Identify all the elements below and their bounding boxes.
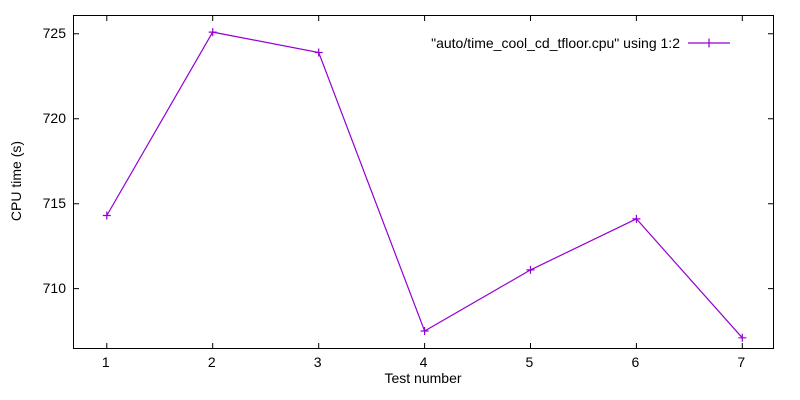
legend-label: "auto/time_cool_cd_tfloor.cpu" using 1:2 bbox=[431, 35, 680, 51]
data-point-plus-marker bbox=[102, 211, 111, 220]
y-tick-label: 725 bbox=[42, 24, 66, 41]
data-point-plus-marker bbox=[420, 327, 429, 335]
x-axis-label: Test number bbox=[384, 370, 462, 386]
legend-line-sample-icon bbox=[688, 38, 730, 48]
data-point-plus-marker bbox=[208, 28, 217, 37]
x-tick-label: 6 bbox=[631, 354, 640, 370]
data-point-plus-marker bbox=[632, 214, 641, 223]
data-point-plus-marker bbox=[526, 265, 535, 274]
x-tick-label: 4 bbox=[419, 354, 428, 370]
x-tick-label: 3 bbox=[313, 354, 322, 370]
series-line bbox=[106, 31, 743, 339]
y-tick-label: 720 bbox=[42, 109, 66, 126]
line-series-plot bbox=[74, 16, 773, 348]
data-point-plus-marker bbox=[314, 48, 323, 57]
x-tick-label: 5 bbox=[525, 354, 534, 370]
x-tick-label: 1 bbox=[101, 354, 110, 370]
y-tick-label: 710 bbox=[42, 279, 66, 296]
x-tick-label: 2 bbox=[207, 354, 216, 370]
y-tick-label: 715 bbox=[42, 194, 66, 211]
data-point-plus-marker bbox=[738, 333, 747, 342]
plot-area: "auto/time_cool_cd_tfloor.cpu" using 1:2 bbox=[73, 15, 774, 349]
x-tick-label: 7 bbox=[737, 354, 746, 370]
legend: "auto/time_cool_cd_tfloor.cpu" using 1:2 bbox=[431, 35, 731, 51]
